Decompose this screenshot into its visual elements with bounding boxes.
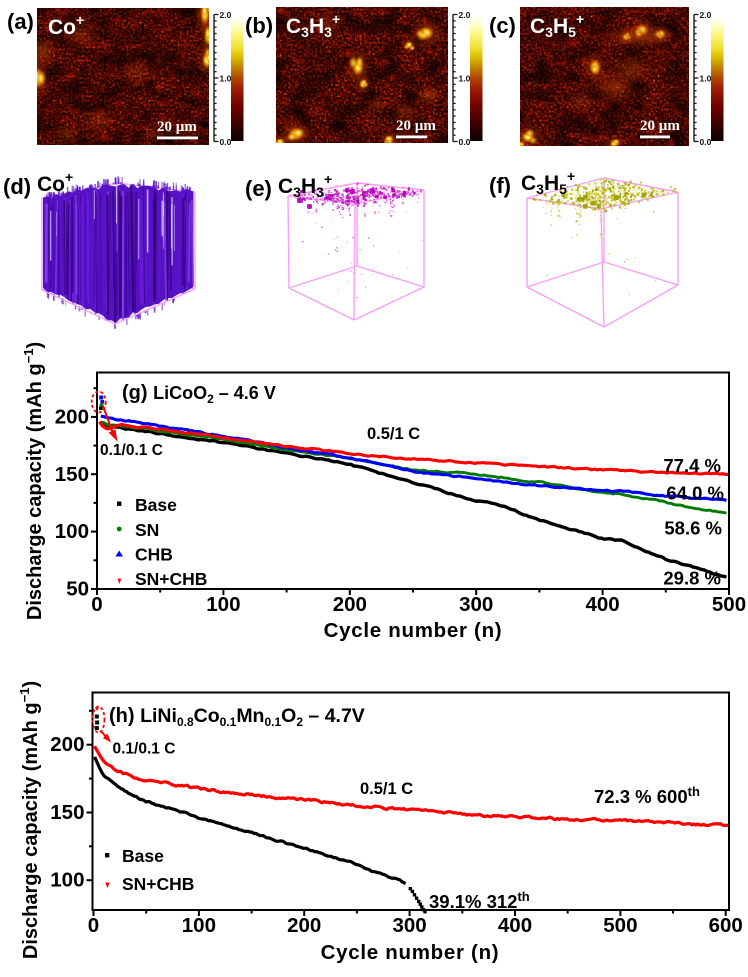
svg-text:(c): (c): [489, 13, 516, 38]
svg-text:(g) LiCoO2 – 4.6 V: (g) LiCoO2 – 4.6 V: [122, 382, 276, 406]
svg-text:0.5/1 C: 0.5/1 C: [360, 780, 413, 798]
svg-text:400: 400: [585, 593, 619, 616]
svg-text:(e): (e): [245, 176, 272, 201]
svg-text:SN+CHB: SN+CHB: [135, 569, 207, 589]
svg-text:0.1/0.1 C: 0.1/0.1 C: [113, 741, 176, 758]
svg-text:2.0: 2.0: [700, 10, 712, 20]
svg-text:200: 200: [50, 733, 84, 756]
svg-text:58.6 %: 58.6 %: [664, 518, 722, 539]
svg-text:50: 50: [66, 578, 89, 601]
svg-text:Cycle number (n): Cycle number (n): [324, 619, 503, 642]
svg-text:2.0: 2.0: [459, 10, 471, 20]
svg-text:100: 100: [55, 520, 89, 543]
svg-text:20 µm: 20 µm: [640, 118, 680, 134]
svg-text:0: 0: [91, 593, 102, 616]
svg-text:20 µm: 20 µm: [157, 119, 197, 135]
svg-text:Discharge capacity (mAh g−1): Discharge capacity (mAh g−1): [21, 342, 46, 620]
svg-text:0.5/1 C: 0.5/1 C: [367, 425, 420, 443]
svg-text:0.1/0.1 C: 0.1/0.1 C: [100, 442, 163, 459]
svg-text:Base: Base: [122, 846, 164, 866]
svg-text:20 µm: 20 µm: [396, 118, 436, 134]
svg-text:1.0: 1.0: [700, 74, 712, 84]
svg-text:0.0: 0.0: [700, 137, 712, 147]
svg-text:2.0: 2.0: [220, 10, 232, 20]
svg-text:300: 300: [459, 593, 493, 616]
svg-text:0: 0: [88, 914, 99, 937]
svg-text:(a): (a): [7, 9, 34, 34]
svg-text:100: 100: [206, 593, 240, 616]
svg-text:39.1% 312th: 39.1% 312th: [429, 889, 530, 912]
svg-text:SN+CHB: SN+CHB: [122, 874, 194, 894]
svg-text:1.0: 1.0: [459, 74, 471, 84]
svg-text:150: 150: [50, 801, 84, 824]
svg-text:29.8 %: 29.8 %: [663, 568, 721, 589]
svg-text:(f): (f): [489, 173, 511, 198]
svg-text:(h) LiNi0.8Co0.1Mn0.1O2 – 4.7V: (h) LiNi0.8Co0.1Mn0.1O2 – 4.7V: [109, 705, 365, 729]
svg-text:150: 150: [55, 463, 89, 486]
svg-text:(b): (b): [245, 13, 273, 38]
svg-text:CHB: CHB: [135, 545, 173, 565]
svg-text:100: 100: [182, 914, 216, 937]
svg-text:(d): (d): [3, 174, 31, 199]
svg-text:0.0: 0.0: [459, 137, 471, 147]
svg-text:200: 200: [287, 914, 321, 937]
svg-text:500: 500: [603, 914, 637, 937]
svg-text:500: 500: [712, 593, 746, 616]
svg-text:77.4 %: 77.4 %: [663, 455, 721, 476]
svg-text:100: 100: [50, 869, 84, 892]
svg-text:600: 600: [709, 914, 743, 937]
svg-text:200: 200: [333, 593, 367, 616]
svg-text:1.0: 1.0: [220, 74, 232, 84]
svg-text:200: 200: [55, 405, 89, 428]
svg-text:0.0: 0.0: [220, 137, 232, 147]
svg-text:400: 400: [498, 914, 532, 937]
svg-text:72.3 % 600th: 72.3 % 600th: [594, 784, 700, 807]
svg-text:SN: SN: [135, 520, 159, 540]
svg-text:300: 300: [392, 914, 426, 937]
svg-text:Base: Base: [135, 495, 177, 515]
svg-text:Cycle number (n): Cycle number (n): [321, 941, 500, 964]
svg-text:64.0 %: 64.0 %: [666, 483, 724, 504]
svg-text:Discharge capacity (mAh g−1): Discharge capacity (mAh g−1): [17, 681, 42, 959]
